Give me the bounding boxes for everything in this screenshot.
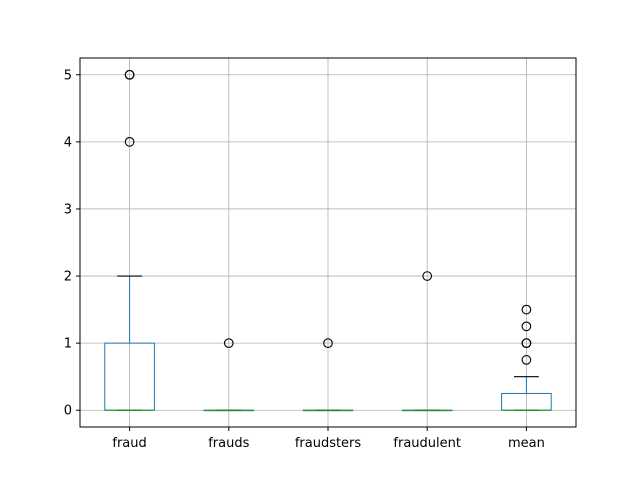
outlier-point <box>521 338 532 348</box>
box-mean <box>501 304 552 411</box>
outlier-point <box>521 355 532 365</box>
outlier-point <box>223 338 234 348</box>
outlier-point <box>124 137 135 147</box>
y-tick-label: 1 <box>64 337 72 352</box>
y-tick-label: 3 <box>64 202 72 217</box>
y-tick-label: 5 <box>64 68 72 83</box>
box-fraud <box>104 69 155 411</box>
x-tick-label: fraudsters <box>295 436 362 451</box>
x-tick-label: mean <box>508 436 545 451</box>
box-fraudulent <box>401 271 453 412</box>
outlier-point <box>521 321 532 332</box>
y-tick-label: 2 <box>64 270 72 285</box>
boxes <box>104 69 552 412</box>
outlier-point <box>124 69 135 80</box>
outlier-point <box>521 304 532 315</box>
ticks: 0 1 2 3 4 5 fraud frauds fraudsters fraudulent mea… <box>64 68 545 451</box>
outlier-point <box>323 338 333 348</box>
y-tick-label: 0 <box>64 404 72 419</box>
x-tick-label: fraudulent <box>393 436 461 451</box>
outlier-point <box>422 271 433 281</box>
y-tick-label: 4 <box>64 135 72 150</box>
box-frauds <box>203 338 255 412</box>
x-tick-label: frauds <box>208 436 249 451</box>
box-fraudsters <box>302 338 354 412</box>
x-tick-label: fraud <box>112 436 146 451</box>
